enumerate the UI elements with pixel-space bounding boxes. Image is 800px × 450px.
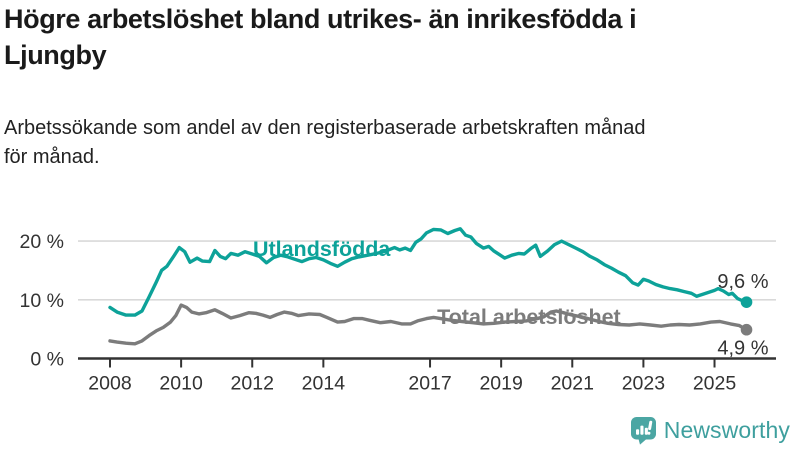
brand-name: Newsworthy <box>663 417 790 443</box>
series-line-total <box>108 303 749 346</box>
series-end-dot-utlandsfodda <box>740 296 753 308</box>
series-label: Total arbetslöshet <box>437 305 621 329</box>
x-tick-label: 2021 <box>551 373 594 395</box>
page-title: Högre arbetslöshet bland utrikes- än inr… <box>4 4 637 70</box>
x-tick-label: 2019 <box>479 373 522 395</box>
chart-subtitle: Arbetssökande som andel av den registerb… <box>4 117 646 168</box>
x-tick-label: 2023 <box>622 373 665 395</box>
x-tick-label: 2014 <box>302 373 346 395</box>
y-tick-label: 10 % <box>20 290 64 312</box>
series-line-utlandsfodda <box>108 227 749 317</box>
x-tick-label: 2010 <box>159 373 203 395</box>
x-tick-label: 2017 <box>408 373 451 395</box>
end-value-label: 4,9 % <box>717 338 768 360</box>
x-tick-label: 2012 <box>231 373 274 395</box>
x-tick-label: 2025 <box>693 373 737 395</box>
x-tick-label: 2008 <box>88 373 131 395</box>
series-label: Utlandsfödda <box>253 237 391 261</box>
series-end-dot-total <box>740 323 753 336</box>
y-tick-label: 20 % <box>20 231 64 253</box>
y-tick-label: 0 % <box>30 349 64 371</box>
end-value-label: 9,6 % <box>717 271 768 293</box>
brand-footer: Newsworthy <box>630 416 790 445</box>
newsworthy-logo-icon <box>630 417 656 445</box>
